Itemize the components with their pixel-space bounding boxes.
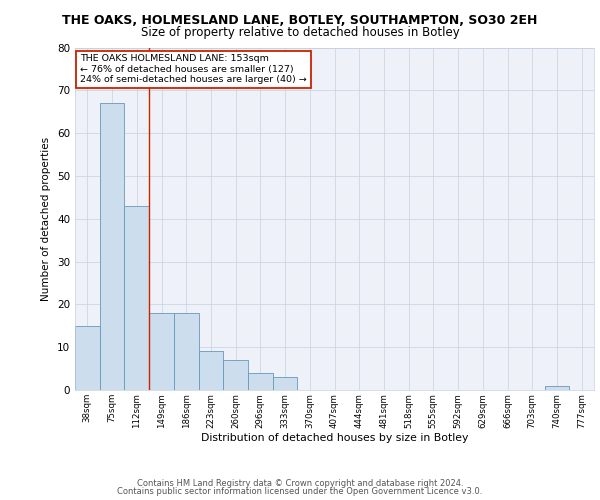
Bar	[75, 326, 100, 390]
Bar	[124, 206, 149, 390]
Text: Contains HM Land Registry data © Crown copyright and database right 2024.: Contains HM Land Registry data © Crown c…	[137, 478, 463, 488]
Text: THE OAKS HOLMESLAND LANE: 153sqm
← 76% of detached houses are smaller (127)
24% : THE OAKS HOLMESLAND LANE: 153sqm ← 76% o…	[80, 54, 307, 84]
X-axis label: Distribution of detached houses by size in Botley: Distribution of detached houses by size …	[201, 433, 468, 443]
Bar	[199, 352, 223, 390]
Text: Size of property relative to detached houses in Botley: Size of property relative to detached ho…	[140, 26, 460, 39]
Bar	[174, 313, 199, 390]
Bar	[100, 103, 124, 390]
Bar	[248, 373, 273, 390]
Text: Contains public sector information licensed under the Open Government Licence v3: Contains public sector information licen…	[118, 487, 482, 496]
Bar	[149, 313, 174, 390]
Y-axis label: Number of detached properties: Number of detached properties	[41, 136, 52, 301]
Text: THE OAKS, HOLMESLAND LANE, BOTLEY, SOUTHAMPTON, SO30 2EH: THE OAKS, HOLMESLAND LANE, BOTLEY, SOUTH…	[62, 14, 538, 27]
Bar	[223, 360, 248, 390]
Bar	[273, 377, 298, 390]
Bar	[545, 386, 569, 390]
